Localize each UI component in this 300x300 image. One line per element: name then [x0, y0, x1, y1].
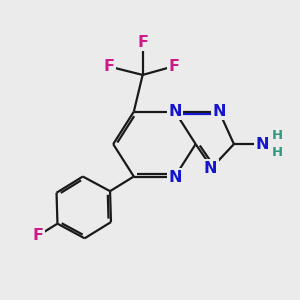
Text: H: H [272, 146, 283, 159]
Text: N: N [204, 161, 218, 176]
Text: F: F [33, 228, 44, 243]
Text: F: F [168, 58, 179, 74]
Text: F: F [103, 58, 114, 74]
Text: N: N [212, 103, 226, 118]
Text: H: H [272, 129, 283, 142]
Text: N: N [168, 169, 182, 184]
Text: F: F [137, 35, 148, 50]
Text: N: N [168, 103, 182, 118]
Text: N: N [255, 136, 268, 152]
